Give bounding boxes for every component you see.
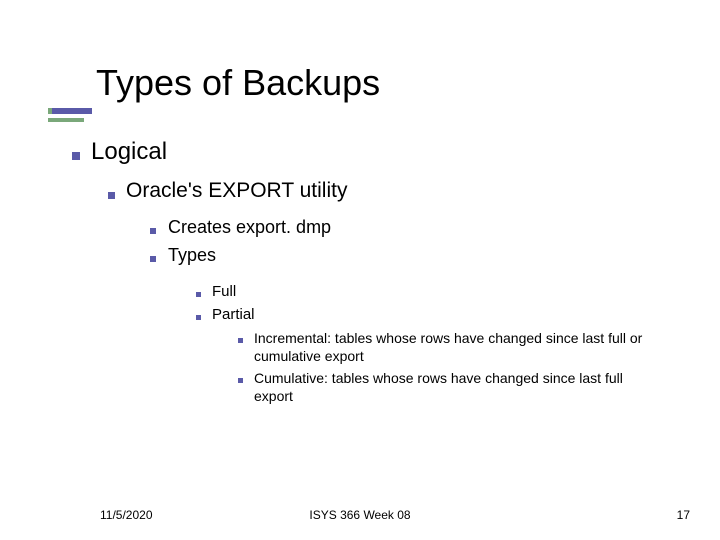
bullet-icon <box>72 152 80 160</box>
bullet-l3-creates: Creates export. dmp <box>168 217 331 238</box>
title-accent-underline <box>48 118 84 122</box>
title-accent-bar <box>48 108 92 114</box>
footer-course: ISYS 366 Week 08 <box>0 508 720 522</box>
bullet-icon <box>108 192 115 199</box>
bullet-icon <box>238 378 243 383</box>
bullet-icon <box>196 292 201 297</box>
bullet-l2-export: Oracle's EXPORT utility <box>126 179 347 203</box>
bullet-l5-cumulative: Cumulative: tables whose rows have chang… <box>254 370 664 405</box>
bullet-icon <box>196 315 201 320</box>
bullet-l5-incremental: Incremental: tables whose rows have chan… <box>254 330 664 365</box>
bullet-icon <box>150 256 156 262</box>
bullet-l1-logical: Logical <box>91 138 167 166</box>
slide: Types of Backups Logical Oracle's EXPORT… <box>0 0 720 540</box>
bullet-icon <box>150 228 156 234</box>
footer-page-number: 17 <box>677 508 690 522</box>
bullet-icon <box>238 338 243 343</box>
bullet-l4-full: Full <box>212 283 236 300</box>
slide-title: Types of Backups <box>96 62 380 104</box>
bullet-l4-partial: Partial <box>212 306 255 323</box>
bullet-l3-types: Types <box>168 245 216 266</box>
